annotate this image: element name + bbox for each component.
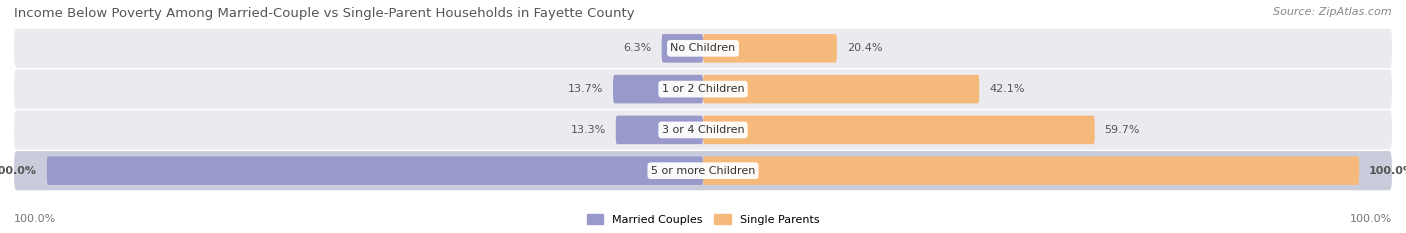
- Text: 5 or more Children: 5 or more Children: [651, 166, 755, 176]
- Legend: Married Couples, Single Parents: Married Couples, Single Parents: [586, 214, 820, 225]
- FancyBboxPatch shape: [14, 151, 1392, 190]
- FancyBboxPatch shape: [613, 75, 703, 103]
- Text: 100.0%: 100.0%: [1369, 166, 1406, 176]
- Text: No Children: No Children: [671, 43, 735, 53]
- Text: 3 or 4 Children: 3 or 4 Children: [662, 125, 744, 135]
- FancyBboxPatch shape: [14, 70, 1392, 109]
- Text: Source: ZipAtlas.com: Source: ZipAtlas.com: [1274, 7, 1392, 17]
- FancyBboxPatch shape: [703, 116, 1095, 144]
- Text: 100.0%: 100.0%: [1350, 214, 1392, 224]
- Text: 6.3%: 6.3%: [624, 43, 652, 53]
- FancyBboxPatch shape: [46, 156, 703, 185]
- Text: 100.0%: 100.0%: [0, 166, 37, 176]
- FancyBboxPatch shape: [616, 116, 703, 144]
- Text: 42.1%: 42.1%: [988, 84, 1025, 94]
- Text: 20.4%: 20.4%: [846, 43, 882, 53]
- FancyBboxPatch shape: [703, 75, 979, 103]
- Text: 13.7%: 13.7%: [568, 84, 603, 94]
- Text: 13.3%: 13.3%: [571, 125, 606, 135]
- FancyBboxPatch shape: [14, 29, 1392, 68]
- Text: 1 or 2 Children: 1 or 2 Children: [662, 84, 744, 94]
- Text: Income Below Poverty Among Married-Couple vs Single-Parent Households in Fayette: Income Below Poverty Among Married-Coupl…: [14, 7, 634, 20]
- FancyBboxPatch shape: [662, 34, 703, 63]
- FancyBboxPatch shape: [703, 34, 837, 63]
- FancyBboxPatch shape: [14, 110, 1392, 150]
- Text: 100.0%: 100.0%: [14, 214, 56, 224]
- FancyBboxPatch shape: [703, 156, 1360, 185]
- Text: 59.7%: 59.7%: [1105, 125, 1140, 135]
